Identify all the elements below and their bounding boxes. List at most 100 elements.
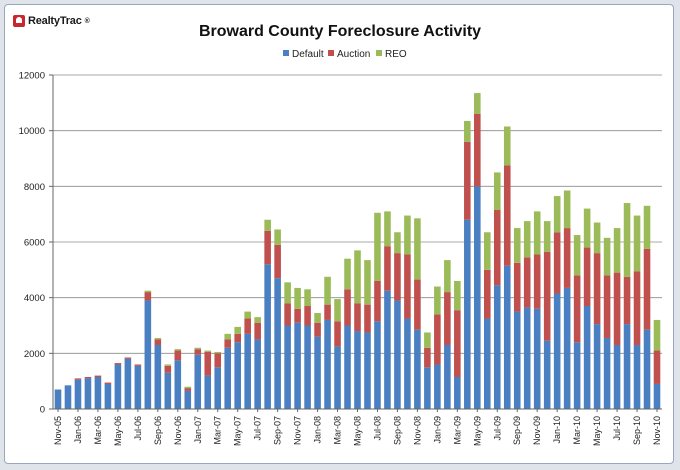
bar-reo-aug-08 [384,211,391,247]
bar-reo-aug-06 [144,290,152,293]
legend-label-auction: Auction [337,49,370,60]
bar-auction-aug-09 [503,165,511,266]
bar-reo-feb-08 [324,276,331,305]
bar-auction-feb-09 [444,292,451,345]
bar-reo-may-08 [354,250,361,304]
bar-reo-may-07 [234,326,241,334]
bar-reo-jul-08 [374,212,381,281]
bar-auction-oct-08 [404,254,411,319]
bar-reo-oct-07 [284,282,291,304]
logo-reg-mark: ® [84,17,90,25]
bar-auction-sep-09 [513,262,521,312]
bar-auction-dec-06 [184,388,192,391]
bar-default-mar-06 [94,376,102,409]
bar-reo-apr-09 [464,120,471,142]
x-tick-label: Nov-07 [293,416,303,445]
y-tick-label: 6000 [24,238,45,249]
bar-default-may-09 [474,186,481,409]
house-icon [13,15,25,27]
bar-default-mar-07 [214,367,222,409]
bar-auction-mar-06 [94,375,102,377]
bar-auction-mar-09 [454,310,461,377]
x-tick-label: May-09 [472,416,482,446]
bar-default-mar-10 [573,342,581,409]
x-tick-label: Nov-05 [53,416,63,445]
bar-default-feb-08 [324,319,331,409]
bar-default-nov-05 [54,389,62,409]
bar-default-may-08 [354,331,361,409]
bar-default-dec-08 [424,367,431,409]
x-tick-label: Sep-08 [392,416,402,445]
bar-auction-aug-06 [144,292,152,301]
bar-auction-aug-08 [384,246,391,291]
x-tick-label: Jan-06 [73,416,83,444]
x-tick-label: Jan-09 [432,416,442,444]
x-tick-label: Mar-08 [333,416,343,445]
bar-reo-apr-10 [583,208,591,248]
bar-default-jun-07 [244,333,251,409]
bar-default-mar-08 [334,346,341,409]
bar-reo-sep-06 [154,338,162,340]
bar-default-aug-08 [384,290,391,409]
y-axis: 0 2000 4000 6000 8000 10000 12000 [19,71,54,416]
bar-reo-oct-06 [164,364,172,366]
x-tick-label: Sep-10 [632,416,642,445]
bar-reo-aug-10 [623,203,631,277]
bar-default-feb-06 [84,378,92,409]
x-tick-label: May-10 [592,416,602,446]
bar-auction-jun-08 [364,304,371,333]
x-tick-label: Jan-10 [552,416,562,444]
bar-auction-jan-08 [314,322,321,337]
bar-auction-mar-10 [573,275,581,343]
x-tick-label: Nov-09 [532,416,542,445]
bar-default-jan-09 [434,364,441,409]
bar-default-dec-09 [543,340,551,409]
bar-default-nov-09 [533,308,541,409]
bar-reo-jun-10 [603,237,611,276]
x-tick-label: Mar-09 [452,416,462,445]
x-tick-label: Jul-09 [492,416,502,441]
bar-default-apr-08 [344,325,351,409]
bar-reo-dec-07 [304,289,311,307]
x-tick-label: Jan-07 [193,416,203,444]
bar-default-jul-09 [493,285,501,409]
bar-reo-jun-09 [483,232,491,270]
legend-label-reo: REO [385,49,407,60]
bar-auction-sep-08 [394,253,401,301]
bar-default-apr-07 [224,347,232,409]
bar-auction-oct-06 [164,365,172,373]
x-tick-label: Nov-06 [173,416,183,445]
bar-reo-jan-07 [194,347,202,350]
bar-reo-mar-07 [214,351,222,354]
bar-auction-jun-09 [483,269,491,319]
bar-reo-aug-07 [264,219,271,231]
x-tick-label: Mar-06 [93,416,103,445]
bar-auction-sep-07 [274,244,281,279]
bar-auction-oct-10 [643,248,651,330]
x-tick-label: Mar-07 [213,416,223,445]
bar-reo-nov-09 [533,211,541,255]
bar-auction-jul-06 [134,364,142,366]
bar-reo-nov-06 [174,349,182,351]
bar-default-dec-06 [184,390,192,409]
x-tick-label: Sep-09 [512,416,522,445]
y-tick-label: 0 [40,405,45,416]
bar-default-jun-08 [364,332,371,409]
bar-default-aug-07 [264,264,271,409]
x-axis: Nov-05 Jan-06 Mar-06 May-06 Jul-06 Sep-06 Nov-… [53,408,662,446]
bar-default-jan-06 [74,379,82,409]
bar-reo-jul-09 [493,172,501,210]
bar-auction-jul-09 [493,209,501,286]
bar-reo-jul-10 [613,228,621,273]
bar-reo-oct-08 [404,215,411,255]
bar-default-nov-06 [174,360,182,409]
bar-default-feb-07 [204,375,212,409]
x-tick-label: Jul-10 [612,416,622,441]
bar-reo-jan-10 [553,196,561,233]
bar-auction-nov-10 [653,350,661,384]
bar-default-jul-10 [613,344,621,409]
legend-swatch-default [283,50,289,56]
bar-auction-dec-09 [543,251,551,341]
bar-default-oct-08 [404,318,411,409]
bar-default-sep-09 [513,311,521,409]
